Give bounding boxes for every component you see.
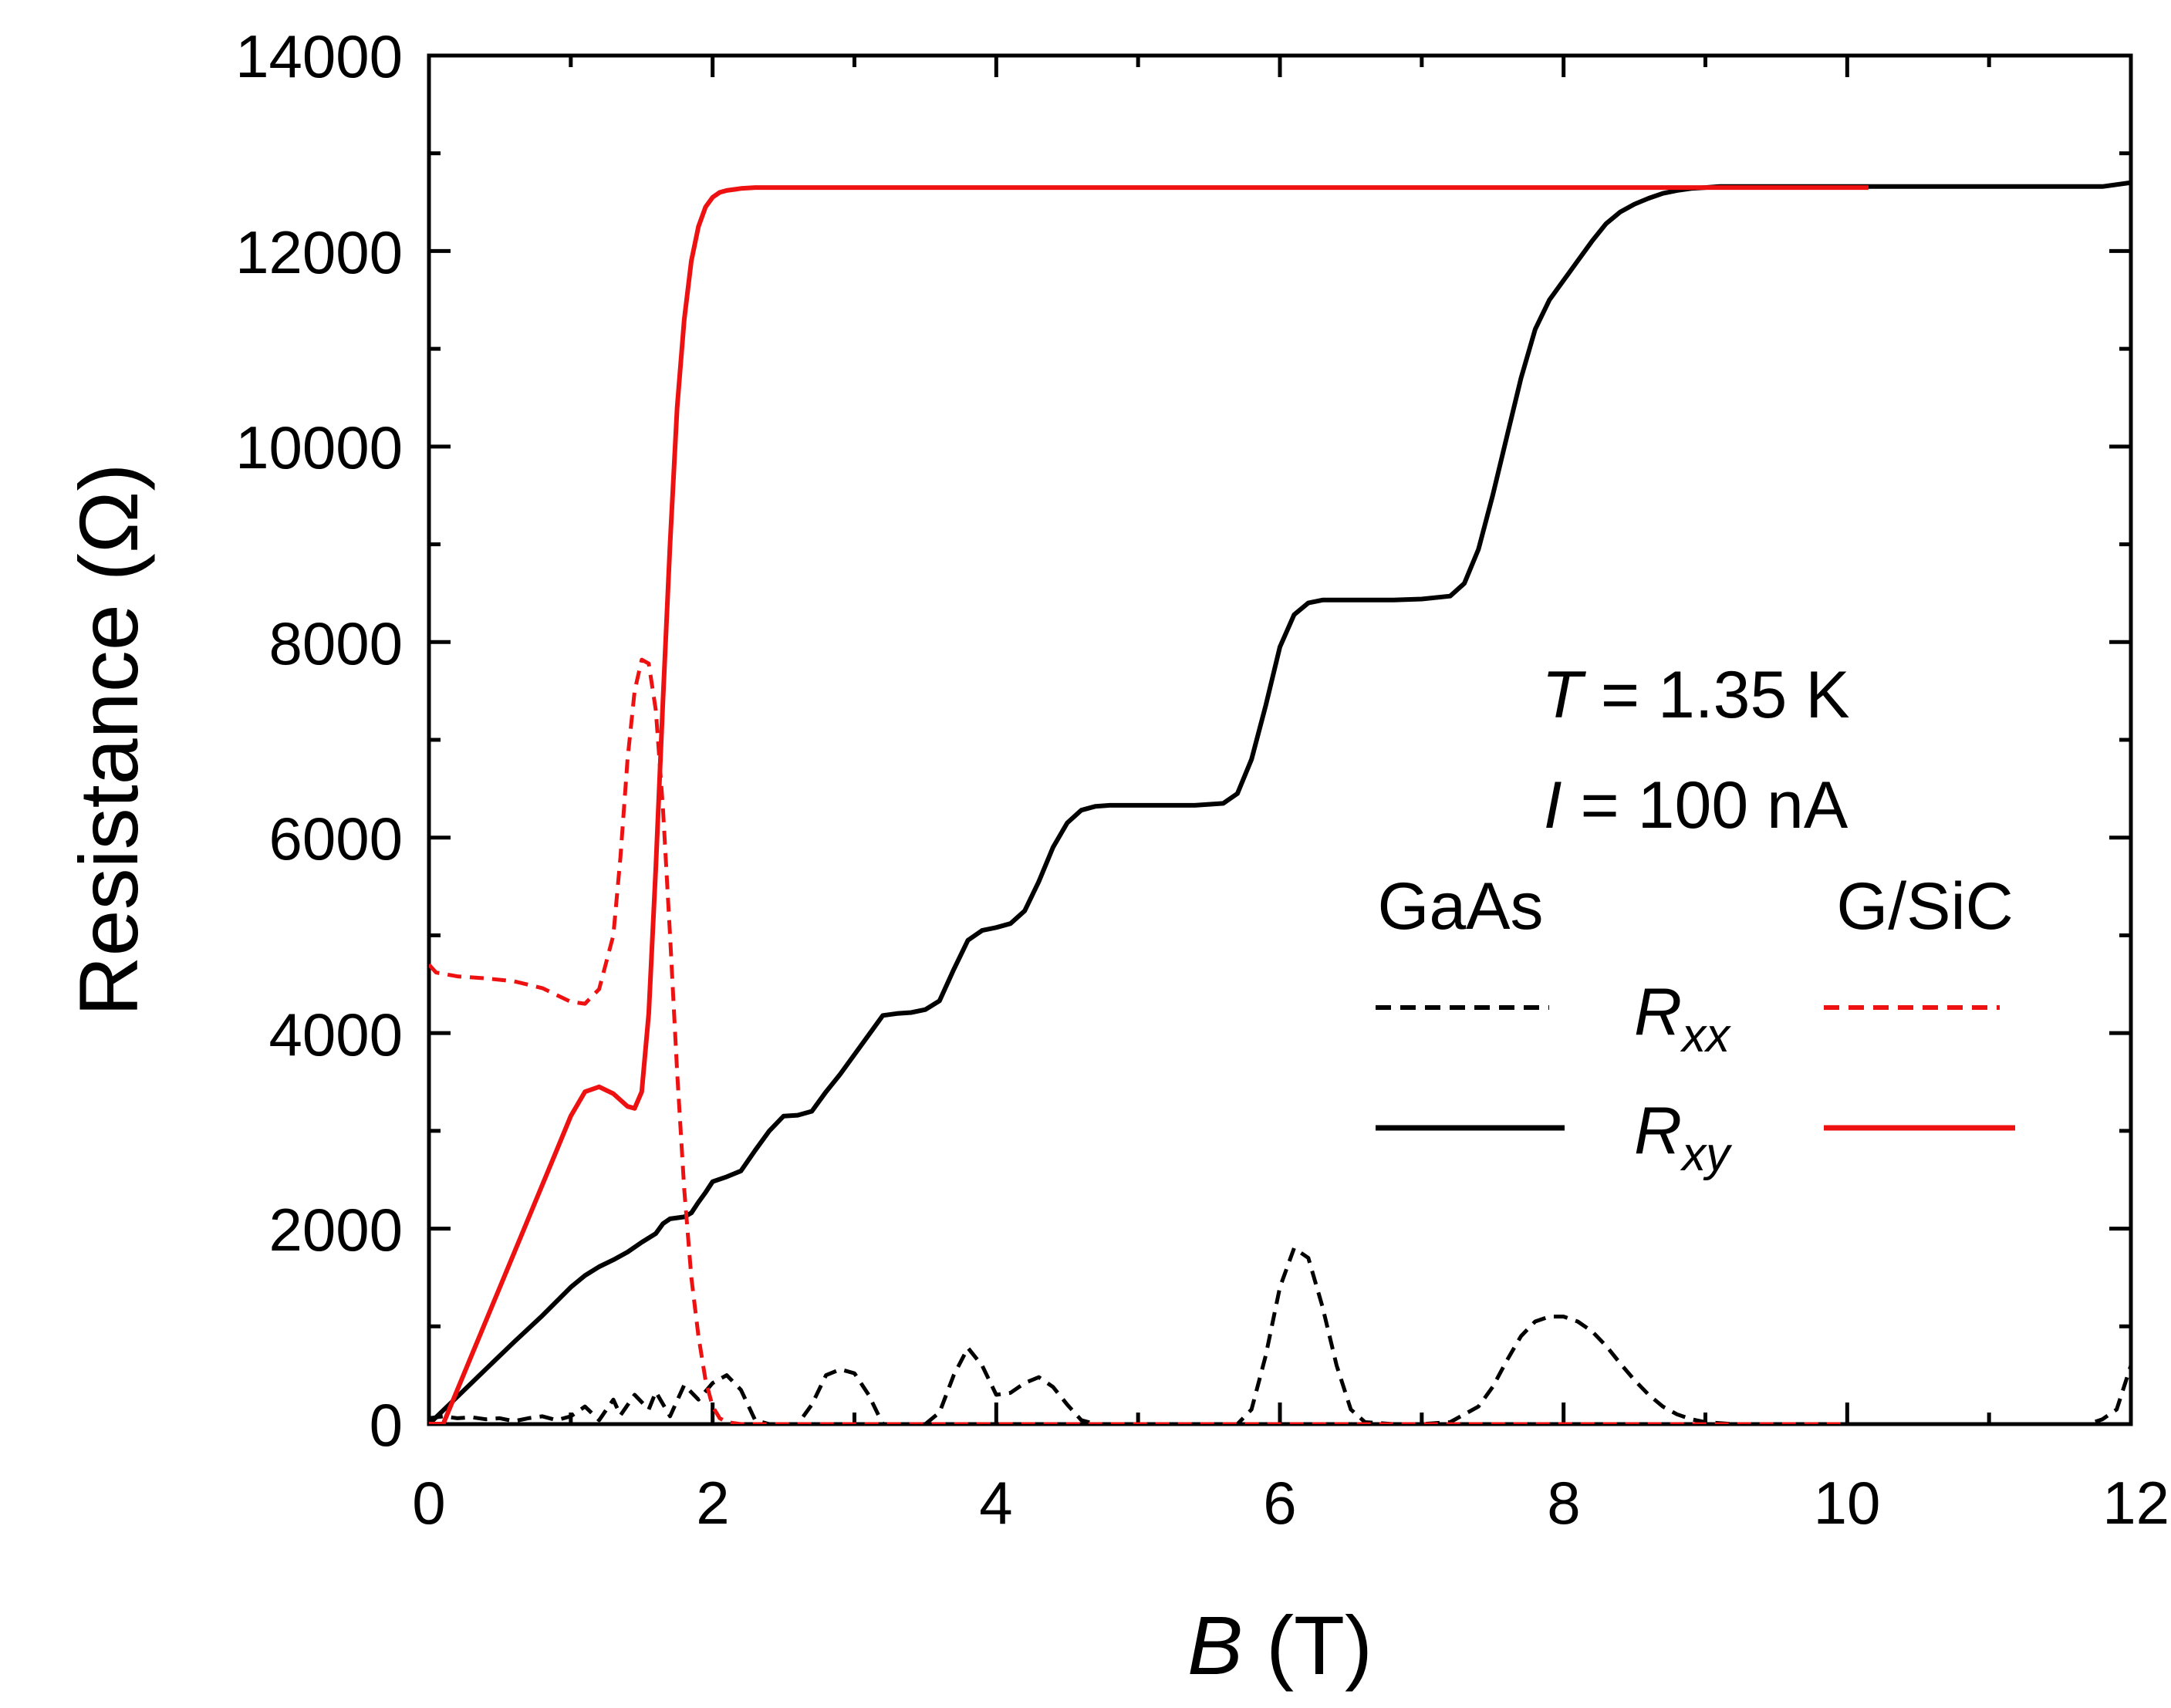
y-tick-label-12000: 12000 [235, 218, 403, 286]
current-annotation: I = 100 nA [1544, 768, 1849, 842]
legend-header-gsic: G/SiC [1836, 869, 2013, 943]
x-tick-label-12: 12 [2102, 1469, 2169, 1537]
x-tick-labels: 0 2 4 6 8 10 12 [412, 1469, 2169, 1537]
legend-label-rxy: Rxy [1634, 1094, 1733, 1181]
y-tick-label-8000: 8000 [268, 609, 403, 677]
x-tick-label-6: 6 [1263, 1469, 1296, 1537]
legend-header-gaas: GaAs [1377, 869, 1543, 943]
x-axis-symbol: B [1187, 1598, 1243, 1692]
axis-ticks [427, 53, 2133, 1426]
series-line-gaas-rxx [429, 1246, 2131, 1424]
temperature-annotation: T = 1.35 K [1541, 658, 1849, 732]
series-line-gaas-rxy [429, 180, 2131, 1424]
x-tick-label-8: 8 [1547, 1469, 1580, 1537]
x-axis-unit: (T) [1266, 1598, 1372, 1692]
x-tick-label-0: 0 [412, 1469, 445, 1537]
series-line-gsic-rxx [429, 657, 1848, 1424]
y-tick-label-0: 0 [370, 1391, 403, 1459]
y-tick-label-10000: 10000 [235, 413, 403, 481]
legend: GaAs G/SiC Rxx Rxy [1376, 869, 2015, 1181]
x-axis-title: B (T) [1187, 1598, 1372, 1692]
y-tick-label-4000: 4000 [268, 1001, 403, 1068]
y-tick-label-6000: 6000 [268, 805, 403, 873]
series-layer [429, 180, 2131, 1424]
series-line-gsic-rxy [429, 185, 1869, 1424]
y-tick-label-2000: 2000 [268, 1196, 403, 1264]
x-tick-label-10: 10 [1814, 1469, 1881, 1537]
y-tick-label-14000: 14000 [235, 22, 403, 90]
y-axis-title: Resistance (Ω) [62, 464, 155, 1017]
x-tick-label-2: 2 [696, 1469, 729, 1537]
legend-label-rxx: Rxx [1634, 975, 1731, 1062]
x-tick-label-4: 4 [979, 1469, 1012, 1537]
y-tick-labels: 0 2000 4000 6000 8000 10000 12000 14000 [235, 22, 403, 1459]
